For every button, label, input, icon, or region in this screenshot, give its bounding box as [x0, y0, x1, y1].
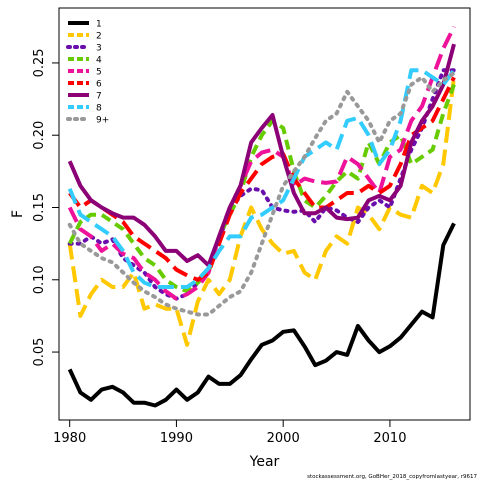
legend-label: 1 [96, 20, 102, 30]
legend-label: 9+ [96, 116, 109, 126]
legend-label: 8 [96, 104, 102, 114]
series-line-8 [67, 68, 456, 289]
legend-label: 2 [96, 32, 102, 42]
series-line-7 [67, 43, 456, 268]
series-line-4 [67, 83, 456, 294]
series-line-2 [67, 77, 456, 347]
legend-label: 3 [96, 44, 102, 54]
x-tick-label: 1980 [53, 431, 86, 446]
credit-text: stockassessment.org, GoBHer_2018_copyfro… [307, 474, 477, 480]
y-axis-title: F [10, 210, 26, 218]
y-tick-label: 0.25 [32, 48, 47, 77]
legend: 1 2 3 4 5 6 7 8 9+ [66, 20, 109, 126]
x-tick-label: 1990 [160, 431, 193, 446]
y-tick-label: 0.20 [32, 121, 47, 150]
series-line-5 [67, 25, 456, 301]
series-line-9plus [67, 71, 456, 317]
x-tick-label: 2000 [267, 431, 300, 446]
plot-frame [58, 7, 471, 421]
series-line-6 [68, 76, 456, 282]
legend-label: 4 [96, 56, 102, 66]
y-tick-label: 0.05 [32, 338, 47, 367]
y-tick-label: 0.15 [32, 193, 47, 222]
legend-label: 6 [96, 80, 102, 90]
series-line-3 [67, 68, 456, 301]
series-line-1 [67, 222, 456, 408]
legend-label: 7 [96, 92, 102, 102]
legend-label: 5 [96, 68, 102, 78]
x-axis-title: Year [249, 454, 280, 470]
y-tick-label: 0.10 [32, 265, 47, 294]
axes: 1980 1990 2000 2010 0.05 0.10 0.15 0.20 0.25 [32, 48, 406, 446]
x-tick-label: 2010 [373, 431, 406, 446]
series-lines [67, 25, 456, 408]
